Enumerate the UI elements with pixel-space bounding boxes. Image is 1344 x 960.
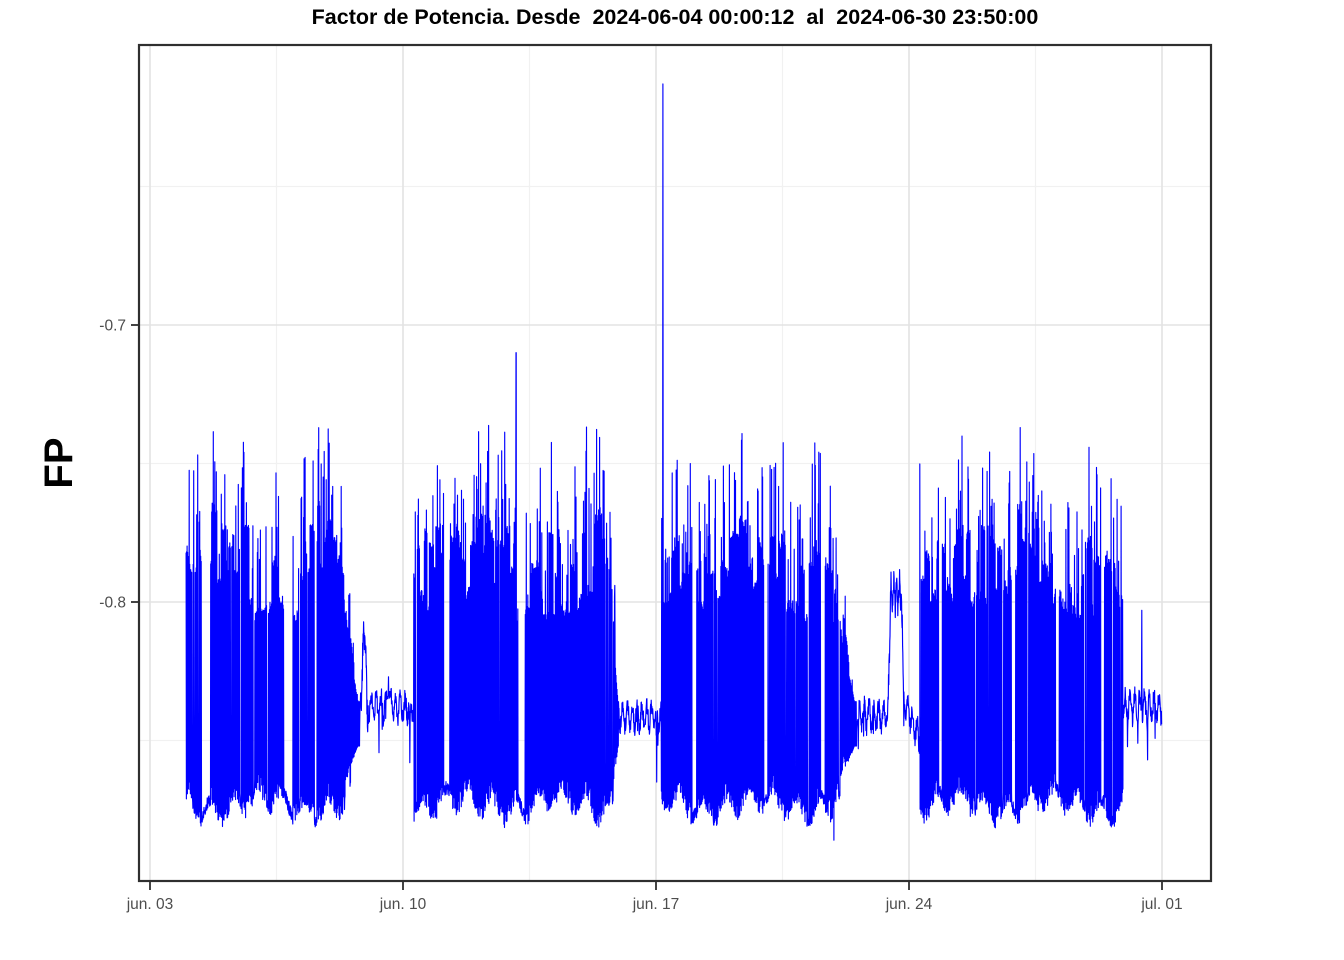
y-tick-label: -0.8 (99, 595, 126, 612)
x-tick-label: jul. 01 (1140, 896, 1182, 913)
fp-time-series-line (185, 83, 1163, 841)
x-tick-label: jun. 10 (379, 896, 427, 913)
chart-title: Factor de Potencia. Desde 2024-06-04 00:… (312, 5, 1039, 29)
x-axis-tick-labels: jun. 03 jun. 10 jun. 17 jun. 24 jul. 01 (126, 896, 1183, 913)
x-tick-label: jun. 03 (126, 896, 174, 913)
axis-tick-marks (131, 324, 1163, 890)
fp-series-polyline (185, 83, 1163, 841)
y-tick-label: -0.7 (99, 318, 126, 335)
x-tick-label: jun. 17 (632, 896, 680, 913)
plot-panel-border (137, 43, 1213, 883)
y-axis-tick-labels: -0.7 -0.8 (99, 318, 126, 612)
x-tick-label: jun. 24 (885, 896, 933, 913)
y-axis-label: FP (37, 437, 81, 488)
